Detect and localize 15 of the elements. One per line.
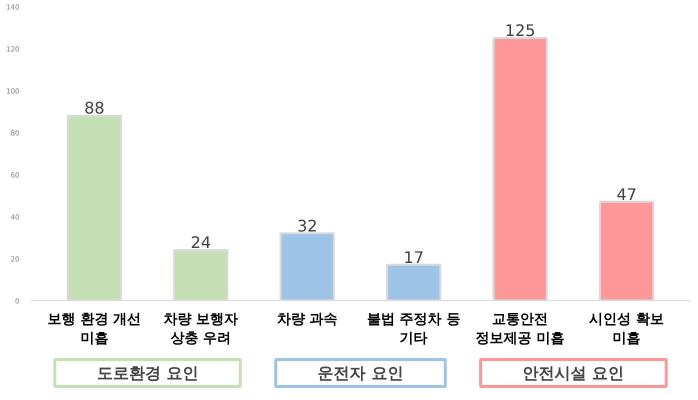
x-tick-label: 차량 보행자 상충 우려 (163, 312, 238, 347)
data-label: 125 (504, 21, 536, 40)
text: 도로환경 요인 (96, 364, 198, 382)
data-label: 47 (616, 184, 637, 204)
x-tick-label: 교통안전 정보제공 미흡 (476, 312, 565, 347)
data-label: 32 (297, 216, 318, 236)
x-tick-label: 보행 환경 개선 미흡 (47, 312, 142, 347)
x-tick-label: 시인성 확보 미흡 (589, 312, 664, 347)
data-label: 88 (84, 98, 105, 118)
text: 운전자 요인 (318, 364, 404, 382)
text: 안전시설 요인 (522, 364, 624, 382)
x-tick-label: 불법 주정차 등 기타 (366, 312, 461, 347)
x-tick-label: 차량 과속 (276, 312, 338, 328)
data-label: 24 (190, 233, 211, 252)
data-label: 17 (404, 248, 424, 267)
